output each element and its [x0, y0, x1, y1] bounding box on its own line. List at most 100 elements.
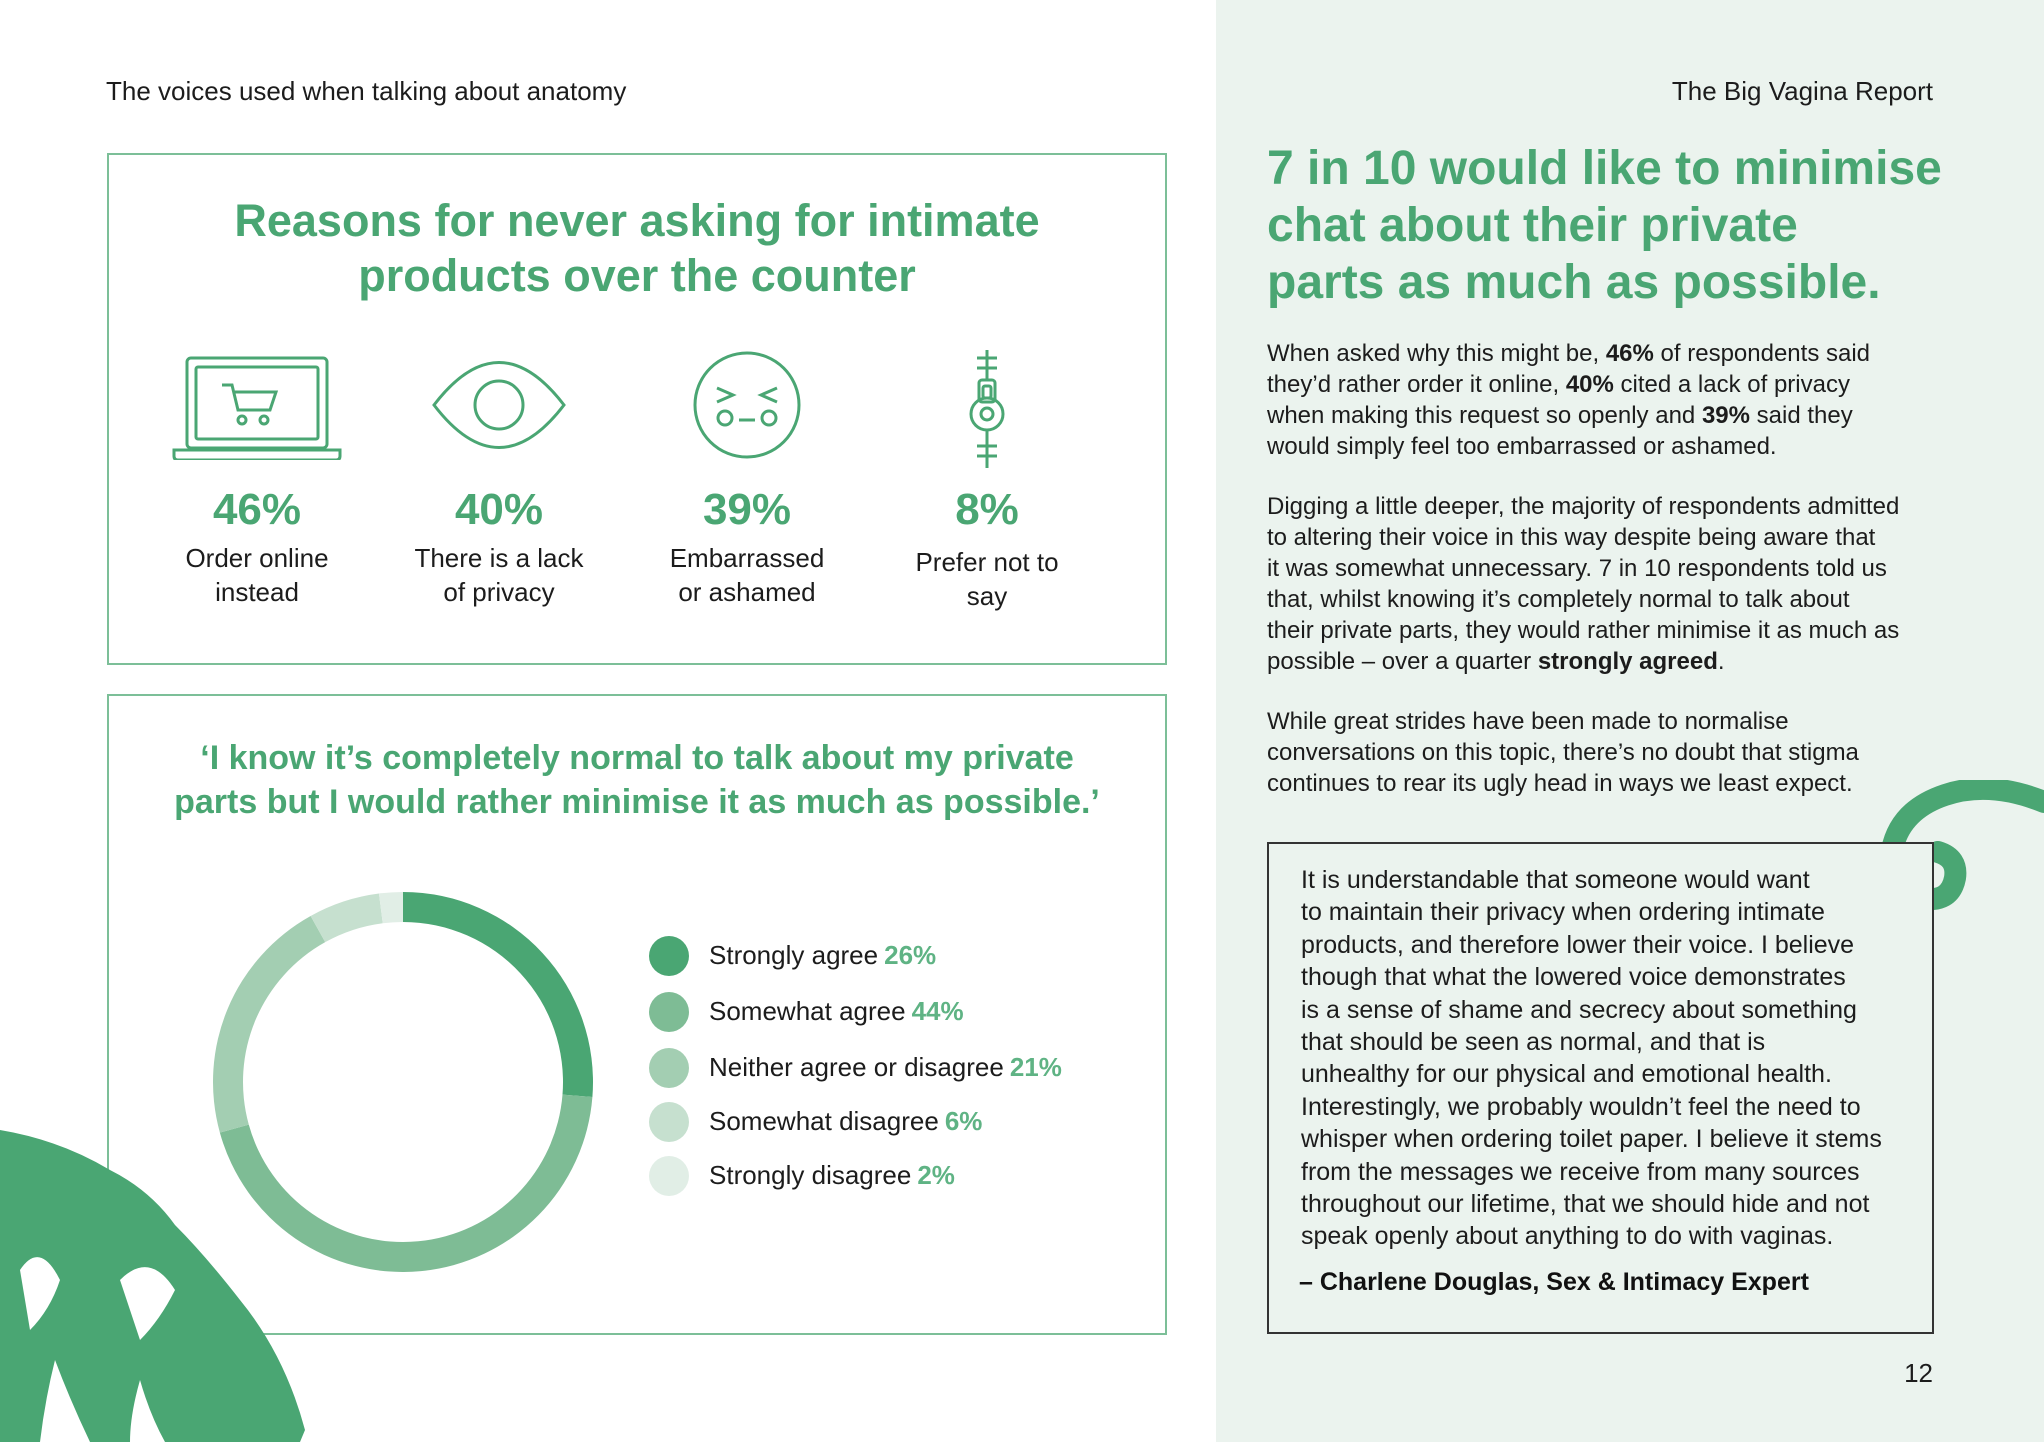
legend-item-neither: Neither agree or disagree 21%	[649, 1048, 1149, 1088]
reasons-title: Reasons for never asking for intimate pr…	[109, 193, 1165, 303]
emphasis-text: 39%	[1701, 402, 1750, 429]
legend-value: 26%	[884, 940, 937, 970]
monstera-leaf-decoration	[0, 1130, 305, 1442]
text-run: .	[1717, 648, 1725, 675]
reason-label-line: There is a lack	[414, 543, 584, 573]
reasons-title-line: products over the counter	[358, 250, 916, 301]
text-run: it was somewhat unnecessary. 7 in 10 res…	[1267, 555, 1887, 582]
legend-label: Neither agree or disagree	[709, 1052, 1004, 1082]
paragraph-line: that, whilst knowing it’s completely nor…	[1267, 584, 1967, 615]
paragraph-line: Digging a little deeper, the majority of…	[1267, 491, 1967, 522]
text-run: cited a lack of privacy	[1613, 371, 1850, 398]
quote-line: is a sense of shame and secrecy about so…	[1301, 995, 1857, 1024]
legend-value: 2%	[917, 1160, 955, 1190]
quote-line: though that what the lowered voice demon…	[1301, 963, 1846, 992]
reason-percent: 40%	[454, 485, 544, 534]
reasons-title-line: Reasons for never asking for intimate	[234, 195, 1040, 246]
legend-item-strongly-agree: Strongly agree 26%	[649, 936, 1149, 976]
reason-label: There is a lack of privacy	[379, 541, 619, 609]
quote-line: from the messages we receive from many s…	[1301, 1157, 1860, 1186]
reason-label-line: Prefer not to	[915, 547, 1059, 577]
quote-line: unhealthy for our physical and emotional…	[1301, 1060, 1832, 1089]
chart-quote-title-line: parts but I would rather minimise it as …	[174, 783, 1100, 821]
paragraph-line: continues to rear its ugly head in ways …	[1267, 768, 1967, 799]
text-run: they’d rather order it online,	[1267, 371, 1566, 398]
legend-value: 6%	[944, 1106, 983, 1136]
text-run: their private parts, they would rather m…	[1267, 617, 1900, 644]
legend-swatch	[649, 936, 689, 976]
reasons-infographic-box: Reasons for never asking for intimate pr…	[107, 153, 1167, 665]
emphasis-text: strongly agreed	[1537, 648, 1718, 675]
paragraph-line: it was somewhat unnecessary. 7 in 10 res…	[1267, 553, 1967, 584]
legend-label: Somewhat disagree	[709, 1106, 939, 1136]
reason-item-prefer-not-to-say: 8% Prefer not to say	[867, 155, 1107, 663]
quote-line: Interestingly, we probably wouldn’t feel…	[1301, 1092, 1861, 1121]
paragraph-line: possible – over a quarter strongly agree…	[1267, 646, 1967, 677]
text-run: that, whilst knowing it’s completely nor…	[1267, 586, 1850, 613]
donut-slice-neither-agree-or-disagree	[213, 915, 326, 1133]
quote-line: whisper when ordering toilet paper. I be…	[1301, 1125, 1882, 1154]
quote-line: throughout our lifetime, that we should …	[1301, 1190, 1870, 1219]
body-paragraph-2: Digging a little deeper, the majority of…	[1267, 491, 1967, 677]
reason-percent: 8%	[955, 485, 1019, 534]
headline-line: parts as much as possible.	[1267, 256, 1881, 309]
chart-quote-title: ‘I know it’s completely normal to talk a…	[109, 736, 1165, 824]
quote-line: that should be seen as normal, and that …	[1301, 1028, 1766, 1057]
headline: 7 in 10 would like to minimise chat abou…	[1267, 140, 1967, 311]
legend-value: 44%	[911, 996, 964, 1026]
body-paragraph-1: When asked why this might be, 46% of res…	[1267, 338, 1967, 462]
donut-slice-strongly-agree	[403, 892, 593, 1098]
quote-line: It is understandable that someone would …	[1301, 866, 1810, 894]
legend-value: 21%	[1009, 1052, 1062, 1082]
legend-item-somewhat-agree: Somewhat agree 44%	[649, 992, 1149, 1032]
legend-swatch	[649, 992, 689, 1032]
reason-label: Embarrassed or ashamed	[627, 541, 867, 609]
reason-percent: 46%	[212, 485, 302, 534]
reason-label-line: instead	[215, 577, 299, 607]
donut-slice-strongly-disagree	[378, 892, 403, 924]
reason-label: Order online instead	[137, 541, 377, 609]
section-title: The voices used when talking about anato…	[106, 76, 627, 106]
quote-line: to maintain their privacy when ordering …	[1301, 898, 1825, 927]
embarrassed-face-icon	[627, 350, 867, 470]
paragraph-line: their private parts, they would rather m…	[1267, 615, 1967, 646]
paragraph-line: conversations on this topic, there’s no …	[1267, 737, 1967, 768]
reason-item-embarrassed: 39% Embarrassed or ashamed	[627, 155, 867, 663]
text-run: said they	[1749, 402, 1853, 429]
reason-label-line: say	[966, 581, 1008, 611]
reason-label: Prefer not to say	[867, 545, 1107, 613]
legend-swatch	[649, 1102, 689, 1142]
text-run: would simply feel too embarrassed or ash…	[1267, 433, 1777, 460]
text-run: While great strides have been made to no…	[1267, 708, 1789, 735]
chart-quote-title-line: ‘I know it’s completely normal to talk a…	[200, 739, 1074, 777]
paragraph-line: When asked why this might be, 46% of res…	[1267, 338, 1967, 369]
eye-icon	[379, 350, 619, 470]
reason-item-order-online: 46% Order online instead	[137, 155, 377, 663]
emphasis-text: 46%	[1605, 340, 1654, 367]
paragraph-line: when making this request so openly and 3…	[1267, 400, 1967, 431]
donut-slice-somewhat-agree	[219, 1094, 593, 1272]
reason-percent: 39%	[702, 485, 792, 534]
expert-quote-attribution: – Charlene Douglas, Sex & Intimacy Exper…	[1299, 1268, 1809, 1296]
text-run: possible – over a quarter	[1267, 648, 1538, 675]
text-run: when making this request so openly and	[1267, 402, 1702, 429]
paragraph-line: would simply feel too embarrassed or ash…	[1267, 431, 1967, 462]
reason-label-line: or ashamed	[678, 577, 816, 607]
text-run: Digging a little deeper, the majority of…	[1267, 493, 1900, 520]
headline-line: chat about their private	[1267, 199, 1798, 252]
legend-label: Strongly disagree	[709, 1160, 912, 1190]
legend-swatch	[649, 1048, 689, 1088]
text-run: of respondents said	[1653, 340, 1871, 367]
paragraph-line: to altering their voice in this way desp…	[1267, 522, 1967, 553]
emphasis-text: 40%	[1565, 371, 1614, 398]
headline-line: 7 in 10 would like to minimise	[1267, 142, 1942, 195]
laptop-cart-icon	[137, 350, 377, 470]
legend-label: Strongly agree	[709, 940, 879, 970]
paragraph-line: they’d rather order it online, 40% cited…	[1267, 369, 1967, 400]
report-title: The Big Vagina Report	[1671, 76, 1933, 106]
reason-label-line: of privacy	[443, 577, 555, 607]
page-number: 12	[1904, 1358, 1933, 1388]
legend-item-strongly-disagree: Strongly disagree 2%	[649, 1156, 1149, 1196]
body-paragraph-3: While great strides have been made to no…	[1267, 706, 1967, 799]
text-run: to altering their voice in this way desp…	[1267, 524, 1876, 551]
